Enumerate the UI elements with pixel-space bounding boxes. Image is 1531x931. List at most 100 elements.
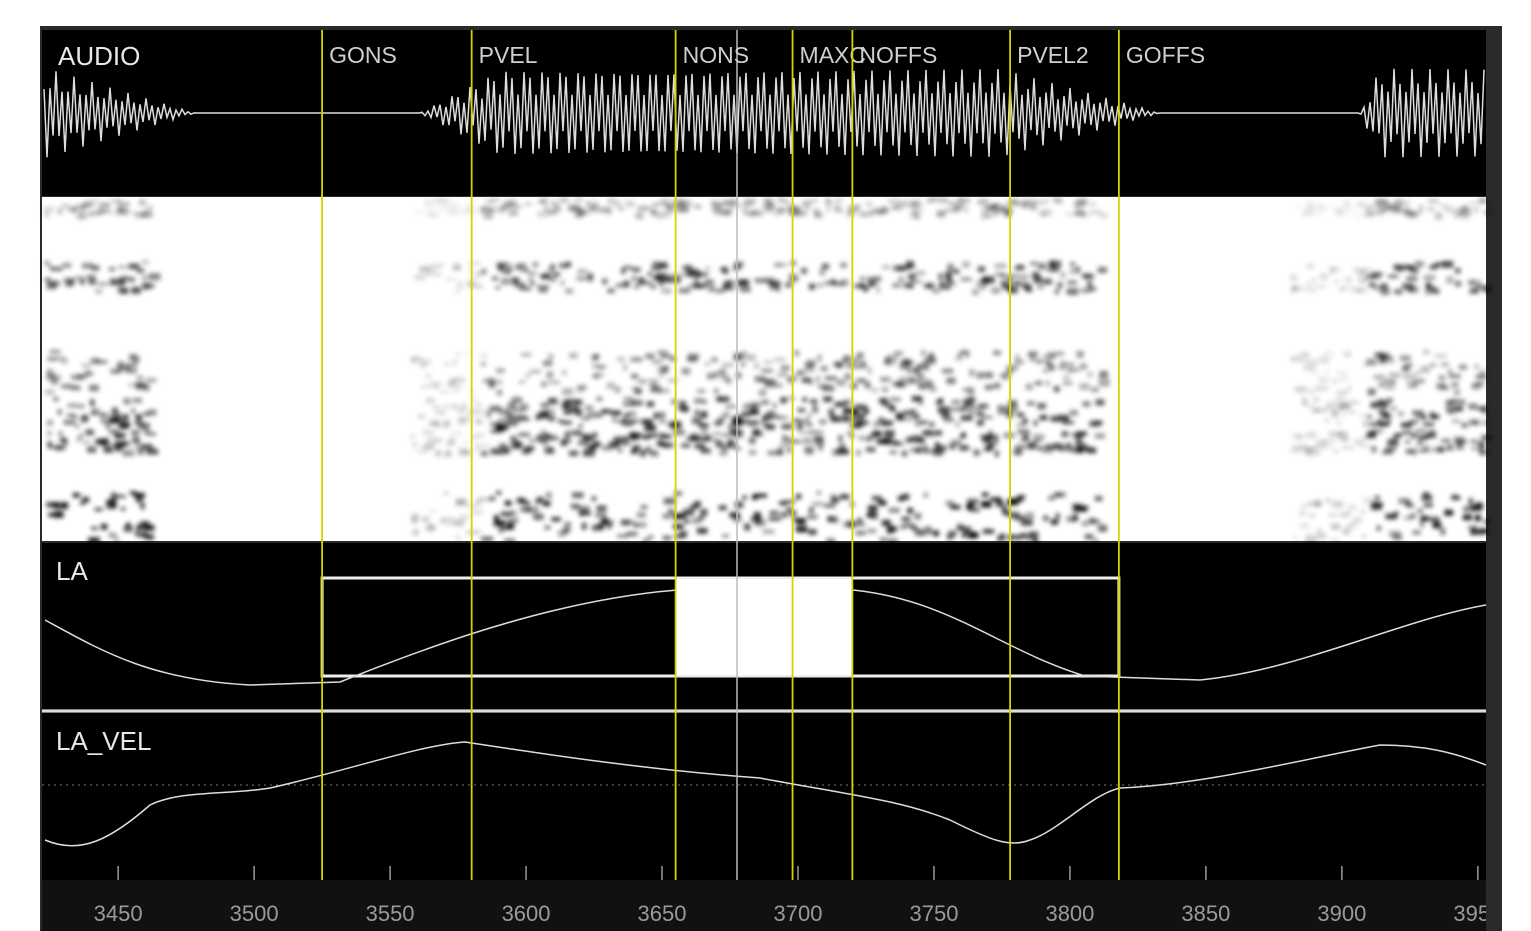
spectro-grain	[867, 528, 877, 534]
spectro-grain	[517, 263, 527, 269]
spectro-grain	[618, 207, 624, 211]
spectro-grain	[47, 368, 53, 374]
spectro-grain	[100, 523, 108, 530]
spectro-grain	[530, 282, 536, 286]
spectro-grain	[106, 499, 117, 504]
spectro-grain	[741, 350, 747, 355]
spectro-grain	[140, 532, 148, 538]
spectro-grain	[684, 206, 690, 212]
spectro-grain	[1419, 204, 1424, 211]
spectro-grain	[411, 513, 419, 520]
spectro-grain	[448, 437, 456, 445]
spectro-grain	[809, 284, 816, 290]
spectro-grain	[622, 265, 633, 270]
spectro-grain	[949, 445, 956, 450]
spectro-grain	[879, 537, 887, 542]
spectro-grain	[1474, 364, 1479, 369]
spectro-grain	[687, 353, 700, 360]
spectro-grain	[414, 210, 427, 214]
spectro-grain	[753, 512, 761, 517]
spectro-grain	[1073, 514, 1078, 521]
spectro-grain	[947, 201, 955, 206]
spectro-grain	[656, 432, 665, 439]
spectro-grain	[1428, 429, 1434, 436]
spectro-grain	[1389, 372, 1401, 378]
spectro-grain	[110, 492, 117, 500]
spectro-grain	[1393, 511, 1399, 516]
spectro-grain	[1307, 446, 1318, 450]
spectro-grain	[88, 537, 100, 544]
spectro-grain	[650, 385, 661, 392]
spectro-grain	[878, 500, 887, 506]
spectro-grain	[455, 204, 463, 208]
spectro-grain	[694, 501, 701, 508]
spectro-grain	[602, 278, 608, 285]
spectro-grain	[720, 266, 728, 272]
spectro-grain	[694, 443, 705, 449]
spectro-grain	[918, 398, 924, 406]
spectro-grain	[868, 280, 873, 288]
spectro-grain	[513, 441, 523, 449]
spectro-grain	[659, 418, 666, 424]
spectro-grain	[489, 496, 496, 501]
spectro-grain	[105, 502, 115, 509]
spectro-grain	[1291, 275, 1299, 281]
spectro-grain	[892, 283, 901, 288]
spectro-grain	[993, 350, 1001, 356]
spectro-grain	[748, 449, 757, 456]
spectro-grain	[759, 212, 764, 216]
spectro-grain	[719, 368, 727, 373]
spectro-grain	[1335, 397, 1345, 402]
spectro-grain	[902, 417, 914, 421]
spectro-grain	[1414, 383, 1419, 388]
spectro-grain	[887, 538, 898, 545]
spectro-grain	[528, 271, 537, 276]
spectro-grain	[837, 402, 848, 407]
spectro-grain	[123, 398, 131, 405]
spectro-grain	[981, 492, 989, 497]
spectro-grain	[1079, 440, 1086, 446]
spectro-grain	[862, 286, 869, 292]
spectro-grain	[769, 511, 779, 515]
spectro-grain	[971, 397, 977, 403]
spectro-grain	[911, 524, 917, 531]
spectro-grain	[682, 508, 695, 516]
spectro-grain	[976, 372, 985, 379]
spectro-grain	[443, 491, 450, 495]
spectro-grain	[1423, 444, 1430, 451]
spectro-grain	[94, 507, 103, 511]
spectro-grain	[933, 448, 944, 456]
spectro-grain	[1058, 446, 1066, 452]
spectro-grain	[1462, 212, 1470, 219]
spectro-grain	[1331, 378, 1339, 385]
spectro-grain	[1069, 268, 1081, 274]
spectro-grain	[751, 405, 758, 413]
spectro-grain	[1394, 289, 1403, 295]
spectro-grain	[607, 520, 614, 526]
spectro-grain	[1384, 385, 1396, 390]
spectro-grain	[481, 268, 487, 274]
spectro-grain	[1447, 369, 1453, 374]
spectro-grain	[439, 518, 447, 525]
spectro-grain	[777, 448, 783, 456]
spectro-grain	[897, 495, 905, 502]
spectro-grain	[1084, 534, 1094, 540]
spectro-grain	[85, 429, 93, 436]
spectro-grain	[72, 492, 81, 498]
spectro-grain	[832, 449, 840, 456]
spectro-grain	[732, 415, 738, 421]
spectro-grain	[717, 442, 730, 449]
spectro-grain	[1361, 361, 1370, 368]
spectro-grain	[87, 274, 96, 281]
spectro-grain	[1365, 204, 1376, 211]
spectro-grain	[859, 404, 867, 411]
spectro-grain	[969, 507, 980, 512]
spectro-grain	[644, 206, 654, 212]
spectro-grain	[907, 283, 914, 289]
spectro-grain	[1034, 200, 1046, 204]
spectro-grain	[44, 260, 50, 265]
spectro-grain	[614, 386, 621, 394]
spectro-grain	[1308, 388, 1315, 394]
spectro-grain	[727, 439, 734, 446]
spectro-grain	[693, 283, 705, 289]
